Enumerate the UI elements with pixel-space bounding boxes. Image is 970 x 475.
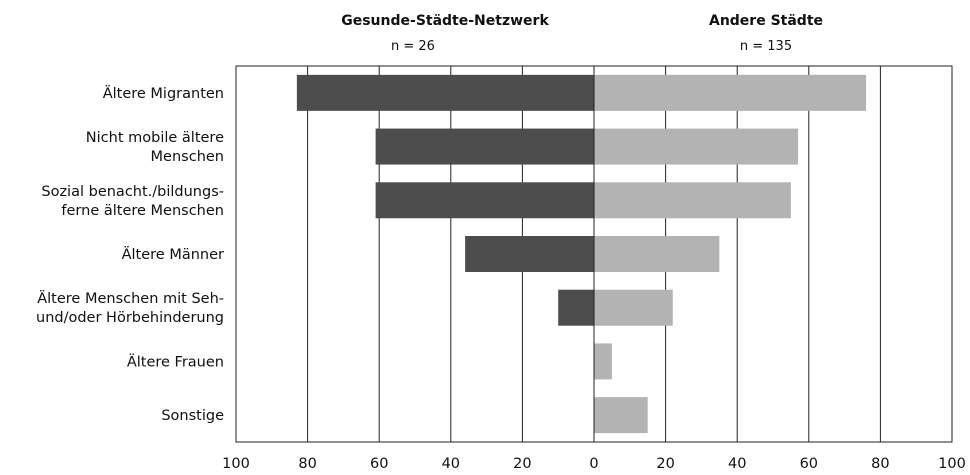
category-label: Ältere Frauen [127, 352, 224, 370]
category-label: Nicht mobile ältere Menschen [86, 130, 224, 165]
x-tick-label: 40 [442, 456, 460, 472]
category-label: Sonstige [161, 408, 224, 424]
bar-left [375, 128, 594, 165]
x-tick-label: 40 [728, 456, 746, 472]
x-tick-label: 80 [871, 456, 889, 472]
category-label: Ältere Männer [122, 245, 224, 263]
bar-left [296, 74, 594, 111]
bar-left [558, 289, 594, 326]
left-panel-subtitle: n = 26 [391, 39, 435, 54]
bar-left [465, 236, 594, 272]
left-panel-title: Gesunde-Städte-Netzwerk [341, 13, 549, 29]
right-panel-title: Andere Städte [709, 13, 823, 29]
bar-right [594, 236, 720, 272]
x-tick-label: 20 [513, 456, 531, 472]
bars-group [296, 74, 867, 434]
right-panel-subtitle: n = 135 [740, 39, 792, 54]
x-tick-label: 100 [222, 456, 250, 472]
bar-right [594, 343, 612, 380]
category-labels: Ältere Migranten Nicht mobile ältere Mensc… [36, 84, 224, 424]
bar-right [594, 289, 673, 326]
x-tick-label: 20 [656, 456, 674, 472]
category-label: Ältere Menschen mit Seh-und/oder Hörbehi… [36, 289, 224, 326]
x-tick-label: 100 [938, 456, 966, 472]
bar-right [594, 182, 791, 219]
bar-left [375, 182, 594, 219]
category-label: Ältere Migranten [103, 84, 224, 102]
bar-right [594, 74, 867, 111]
bar-right [594, 128, 799, 165]
x-tick-label: 80 [298, 456, 316, 472]
tick-labels: 100 80 60 40 20 0 20 40 60 80 100 [222, 456, 966, 472]
x-tick-label: 60 [800, 456, 818, 472]
x-tick-label: 60 [370, 456, 388, 472]
x-tick-label: 0 [589, 456, 598, 472]
category-label: Sozial benacht./bildungs-ferne ältere Me… [41, 184, 224, 219]
bar-right [594, 397, 648, 434]
